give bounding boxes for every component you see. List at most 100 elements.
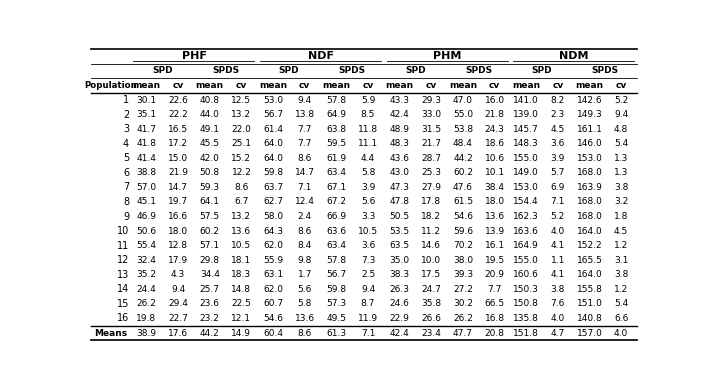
Text: 11: 11 bbox=[117, 241, 129, 251]
Text: 11.8: 11.8 bbox=[358, 125, 378, 134]
Text: 57.0: 57.0 bbox=[136, 183, 157, 192]
Text: 161.1: 161.1 bbox=[576, 125, 603, 134]
Text: 13: 13 bbox=[117, 270, 129, 280]
Text: 66.9: 66.9 bbox=[326, 212, 347, 221]
Text: 59.3: 59.3 bbox=[200, 183, 220, 192]
Text: 29.4: 29.4 bbox=[168, 300, 188, 308]
Text: 4.0: 4.0 bbox=[551, 227, 565, 235]
Text: 31.5: 31.5 bbox=[421, 125, 442, 134]
Text: 57.8: 57.8 bbox=[326, 96, 347, 104]
Text: 6.7: 6.7 bbox=[234, 197, 249, 207]
Text: 152.2: 152.2 bbox=[576, 241, 603, 250]
Text: 25.3: 25.3 bbox=[421, 168, 441, 177]
Text: 8.7: 8.7 bbox=[361, 300, 375, 308]
Text: 43.0: 43.0 bbox=[390, 168, 410, 177]
Text: 50.8: 50.8 bbox=[200, 168, 220, 177]
Text: 61.5: 61.5 bbox=[453, 197, 473, 207]
Text: 38.3: 38.3 bbox=[389, 270, 410, 279]
Text: 9.4: 9.4 bbox=[614, 110, 628, 119]
Text: 26.3: 26.3 bbox=[390, 285, 410, 294]
Text: 61.3: 61.3 bbox=[326, 328, 347, 338]
Text: 8.2: 8.2 bbox=[551, 96, 565, 104]
Text: 3.3: 3.3 bbox=[361, 212, 375, 221]
Text: PHM: PHM bbox=[433, 51, 462, 61]
Text: 1.1: 1.1 bbox=[551, 256, 565, 265]
Text: 56.7: 56.7 bbox=[326, 270, 347, 279]
Text: 9: 9 bbox=[123, 212, 129, 222]
Text: 48.4: 48.4 bbox=[453, 139, 473, 148]
Text: 3.9: 3.9 bbox=[551, 154, 565, 163]
Text: 47.7: 47.7 bbox=[453, 328, 473, 338]
Text: 9.8: 9.8 bbox=[298, 256, 312, 265]
Text: 151.0: 151.0 bbox=[576, 300, 603, 308]
Text: 153.0: 153.0 bbox=[576, 154, 603, 163]
Text: 5.8: 5.8 bbox=[361, 168, 375, 177]
Text: 5.7: 5.7 bbox=[551, 168, 565, 177]
Text: 47.6: 47.6 bbox=[453, 183, 473, 192]
Text: 61.9: 61.9 bbox=[326, 154, 347, 163]
Text: 164.0: 164.0 bbox=[576, 227, 603, 235]
Text: 6.6: 6.6 bbox=[614, 314, 628, 323]
Text: 18.2: 18.2 bbox=[421, 212, 441, 221]
Text: 146.0: 146.0 bbox=[576, 139, 603, 148]
Text: 14.7: 14.7 bbox=[168, 183, 188, 192]
Text: 9.4: 9.4 bbox=[171, 285, 185, 294]
Text: 7.7: 7.7 bbox=[298, 139, 312, 148]
Text: 24.6: 24.6 bbox=[390, 300, 410, 308]
Text: 18.3: 18.3 bbox=[231, 270, 252, 279]
Text: 64.3: 64.3 bbox=[263, 227, 283, 235]
Text: 3.2: 3.2 bbox=[614, 197, 628, 207]
Text: 47.8: 47.8 bbox=[390, 197, 410, 207]
Text: 14.9: 14.9 bbox=[231, 328, 252, 338]
Text: Population: Population bbox=[84, 81, 138, 90]
Text: 10.0: 10.0 bbox=[421, 256, 442, 265]
Text: 4.3: 4.3 bbox=[171, 270, 185, 279]
Text: 41.8: 41.8 bbox=[136, 139, 157, 148]
Text: 44.2: 44.2 bbox=[200, 328, 220, 338]
Text: 42.0: 42.0 bbox=[200, 154, 220, 163]
Text: 62.0: 62.0 bbox=[263, 285, 283, 294]
Text: 49.5: 49.5 bbox=[326, 314, 347, 323]
Text: 54.6: 54.6 bbox=[263, 314, 283, 323]
Text: 11.9: 11.9 bbox=[358, 314, 378, 323]
Text: 2.3: 2.3 bbox=[551, 110, 565, 119]
Text: 10: 10 bbox=[117, 226, 129, 236]
Text: 8.6: 8.6 bbox=[298, 227, 312, 235]
Text: 53.0: 53.0 bbox=[263, 96, 283, 104]
Text: 1: 1 bbox=[123, 95, 129, 105]
Text: 14.6: 14.6 bbox=[421, 241, 441, 250]
Text: 150.8: 150.8 bbox=[513, 300, 539, 308]
Text: 20.8: 20.8 bbox=[484, 328, 505, 338]
Text: cv: cv bbox=[425, 81, 437, 90]
Text: 54.6: 54.6 bbox=[453, 212, 473, 221]
Text: 12.8: 12.8 bbox=[168, 241, 188, 250]
Text: 34.4: 34.4 bbox=[200, 270, 220, 279]
Text: 17.5: 17.5 bbox=[421, 270, 442, 279]
Text: 16.1: 16.1 bbox=[484, 241, 505, 250]
Text: mean: mean bbox=[323, 81, 350, 90]
Text: 28.7: 28.7 bbox=[421, 154, 441, 163]
Text: 11.1: 11.1 bbox=[358, 139, 378, 148]
Text: 8.6: 8.6 bbox=[298, 154, 312, 163]
Text: mean: mean bbox=[576, 81, 603, 90]
Text: SPDS: SPDS bbox=[339, 66, 366, 75]
Text: 6: 6 bbox=[123, 168, 129, 178]
Text: 26.2: 26.2 bbox=[453, 314, 473, 323]
Text: 164.9: 164.9 bbox=[513, 241, 539, 250]
Text: 7.6: 7.6 bbox=[551, 300, 565, 308]
Text: 168.0: 168.0 bbox=[576, 168, 603, 177]
Text: 5.6: 5.6 bbox=[298, 285, 312, 294]
Text: 16.8: 16.8 bbox=[484, 314, 505, 323]
Text: 57.5: 57.5 bbox=[200, 212, 220, 221]
Text: 63.7: 63.7 bbox=[263, 183, 283, 192]
Text: 27.2: 27.2 bbox=[453, 285, 473, 294]
Text: 1.3: 1.3 bbox=[614, 154, 628, 163]
Text: 12: 12 bbox=[117, 255, 129, 265]
Text: 59.6: 59.6 bbox=[453, 227, 473, 235]
Text: cv: cv bbox=[615, 81, 627, 90]
Text: 8.4: 8.4 bbox=[298, 241, 312, 250]
Text: 4.4: 4.4 bbox=[361, 154, 375, 163]
Text: 57.1: 57.1 bbox=[200, 241, 220, 250]
Text: 140.8: 140.8 bbox=[576, 314, 603, 323]
Text: 153.0: 153.0 bbox=[513, 183, 539, 192]
